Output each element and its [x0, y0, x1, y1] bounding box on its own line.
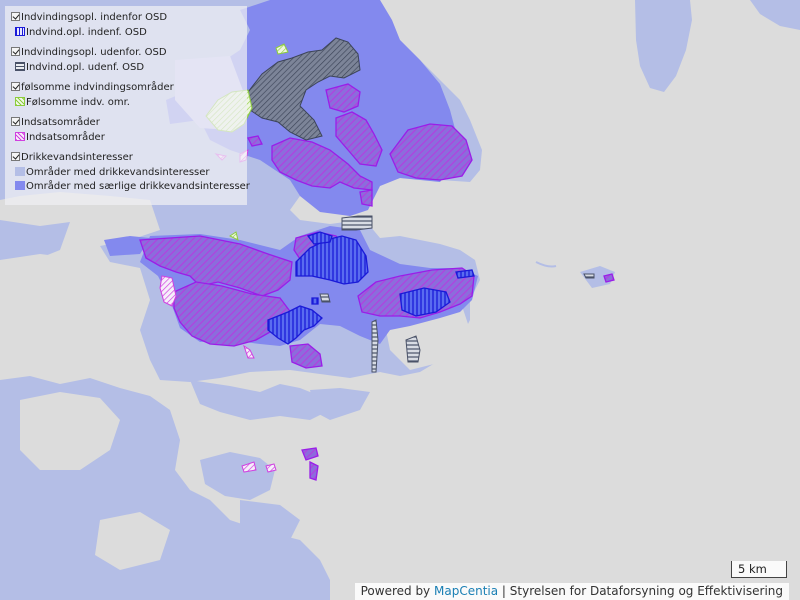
drikkevand-area-northeast: [635, 0, 692, 92]
drikkevand-area-island-n: [0, 220, 70, 266]
indsats-area: [247, 135, 263, 147]
coast-line: [535, 261, 557, 268]
indsats-area-small: [243, 344, 255, 359]
legend-group-header[interactable]: Indvindingsopl. udenfor. OSD: [11, 47, 167, 59]
saerlige-area-west: [104, 236, 150, 256]
indvind-indenf-area: [399, 287, 451, 317]
legend-swatch-indvind-indenf: [15, 27, 25, 36]
legend-checkbox[interactable]: [11, 47, 20, 56]
legend-group-header[interactable]: Drikkevandsinteresser: [11, 152, 133, 164]
legend-item-label: Områder med drikkevandsinteresser: [26, 167, 210, 178]
scale-bar: 5 km: [731, 561, 787, 578]
indvind-udenf-area: [371, 319, 379, 373]
legend-group-folsomme: følsomme indvindingsområder Følsomme ind…: [5, 76, 247, 111]
legend-item-label: Indsatsområder: [26, 132, 105, 143]
indsats-area: [335, 111, 383, 167]
legend-item-label: Indvind.opl. udenf. OSD: [26, 62, 145, 73]
legend-checkbox[interactable]: [11, 12, 20, 21]
legend-swatch-indsats: [15, 132, 25, 141]
legend-item: Indvind.opl. indenf. OSD: [15, 27, 147, 39]
indsats-area: [289, 343, 323, 369]
legend-item: Områder med særlige drikkevandsinteresse…: [15, 181, 250, 193]
legend-item-label: Områder med særlige drikkevandsinteresse…: [26, 181, 250, 192]
indsats-area: [139, 235, 293, 297]
legend-group-title: Indvindingsopl. indenfor OSD: [21, 12, 168, 23]
drikkevand-area-corner: [750, 0, 800, 30]
drikkevand-area-southeast: [200, 452, 275, 500]
indvind-udenf-area: [341, 215, 373, 231]
indsats-area: [603, 273, 615, 283]
scale-label: 5 km: [738, 562, 767, 576]
land-patch: [95, 512, 170, 570]
folsomme-area: [275, 43, 289, 55]
indsats-area: [389, 123, 473, 181]
indvind-indenf-layer: [267, 231, 475, 345]
legend-swatch-indvind-udenf: [15, 62, 25, 71]
folsomme-area: [229, 231, 239, 241]
legend-swatch-saerlige: [15, 181, 25, 190]
legend-item-label: Følsomme indv. omr.: [26, 97, 130, 108]
indvind-udenf-area: [583, 273, 595, 279]
legend-group-header[interactable]: Indvindingsopl. indenfor OSD: [11, 12, 167, 24]
indsats-area-small: [159, 275, 177, 307]
indsats-area: [359, 189, 373, 207]
drikkevand-area-mid: [190, 380, 330, 420]
legend-group-title: Indsatsområder: [21, 117, 100, 128]
legend-group-indvind-udenf: Indvindingsopl. udenfor. OSD Indvind.opl…: [5, 41, 247, 76]
legend-group-drikkevand: Drikkevandsinteresser Områder med drikke…: [5, 146, 250, 192]
drikkevand-area-fjord: [310, 388, 370, 420]
map-legend: Indvindingsopl. indenfor OSD Indvind.opl…: [5, 6, 250, 205]
indvind-udenf-area: [319, 293, 331, 303]
attribution-suffix: | Styrelsen for Dataforsyning og Effekti…: [501, 584, 783, 598]
indvind-udenf-area: [247, 37, 361, 141]
legend-item: Følsomme indv. omr.: [15, 97, 130, 109]
indvind-indenf-area: [455, 269, 475, 279]
legend-checkbox[interactable]: [11, 82, 20, 91]
indsats-area-small: [265, 463, 277, 473]
indvind-indenf-area: [311, 297, 319, 305]
legend-swatch-drikkevand: [15, 167, 25, 176]
legend-item: Områder med drikkevandsinteresser: [15, 167, 210, 179]
indsats-area: [271, 137, 373, 191]
attribution: Powered by MapCentia | Styrelsen for Dat…: [354, 583, 789, 600]
indsats-area: [309, 460, 319, 481]
legend-group-indvind-indenf: Indvindingsopl. indenfor OSD Indvind.opl…: [5, 6, 247, 41]
indvind-indenf-area: [267, 305, 323, 345]
legend-swatch-folsomme: [15, 97, 25, 106]
coast-details: [535, 261, 557, 268]
legend-group-header[interactable]: følsomme indvindingsområder: [11, 82, 174, 94]
land-patch: [20, 392, 120, 470]
drikkevand-area-shore: [240, 500, 300, 545]
attribution-prefix: Powered by: [360, 584, 431, 598]
legend-checkbox[interactable]: [11, 152, 20, 161]
indvind-indenf-area: [306, 231, 333, 245]
legend-group-indsats: Indsatsområder Indsatsområder: [5, 111, 247, 146]
legend-checkbox[interactable]: [11, 117, 20, 126]
land-patch: [0, 254, 110, 350]
indsats-area-small: [241, 461, 257, 473]
legend-group-title: følsomme indvindingsområder: [21, 82, 174, 93]
indvind-udenf-area: [405, 335, 421, 363]
indsats-layer: [139, 83, 615, 481]
attribution-link[interactable]: MapCentia: [434, 584, 499, 598]
legend-item: Indvind.opl. udenf. OSD: [15, 62, 144, 74]
legend-item-label: Indvind.opl. indenf. OSD: [26, 27, 147, 38]
indsats-area: [325, 83, 361, 113]
legend-item: Indsatsområder: [15, 132, 105, 144]
legend-group-title: Drikkevandsinteresser: [21, 152, 133, 163]
legend-group-header[interactable]: Indsatsområder: [11, 117, 100, 129]
indsats-area: [301, 447, 319, 461]
indvind-udenf-h-layer: [319, 215, 595, 373]
indvind-udenf-layer: [247, 37, 361, 141]
legend-group-title: Indvindingsopl. udenfor. OSD: [21, 47, 167, 58]
